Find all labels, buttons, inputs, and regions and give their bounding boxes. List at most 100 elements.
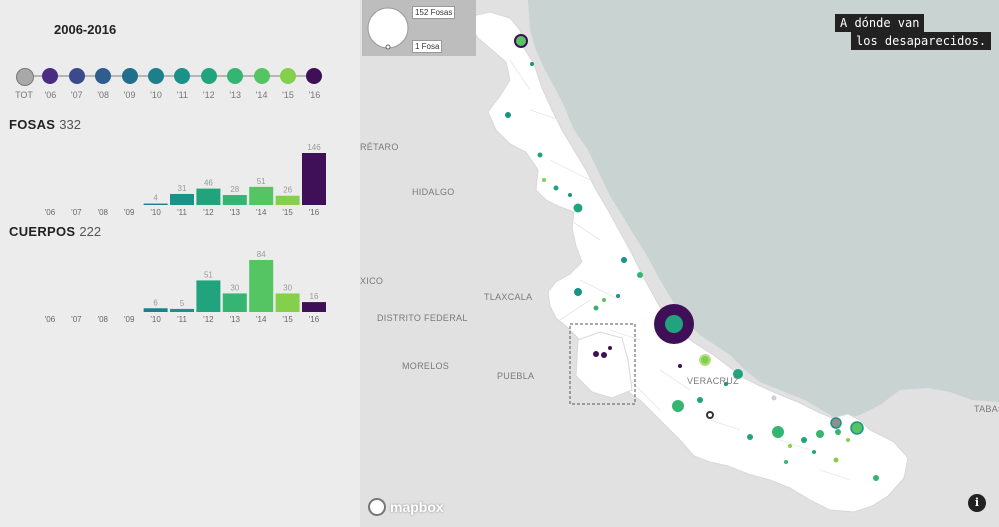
mapbox-attribution[interactable]: mapbox — [368, 498, 444, 516]
bar-value-label: 51 — [204, 270, 213, 279]
bar[interactable] — [222, 195, 247, 205]
grave-marker[interactable] — [801, 437, 807, 443]
year-filter-total[interactable] — [16, 68, 34, 86]
year-filter-year-11[interactable] — [306, 68, 323, 84]
year-filter-year-7[interactable] — [200, 68, 217, 84]
grave-marker[interactable] — [724, 382, 728, 386]
size-legend: 152 Fosas 1 Fosa — [362, 0, 476, 56]
place-label-distrito-federal: DISTRITO FEDERAL — [377, 313, 468, 323]
year-filter-year-4[interactable] — [121, 68, 138, 84]
bar[interactable] — [170, 193, 194, 205]
bar[interactable] — [143, 203, 168, 205]
grave-marker[interactable] — [621, 257, 627, 263]
bar[interactable] — [143, 308, 168, 312]
category-tick-label: '16 — [309, 315, 320, 324]
bar[interactable] — [302, 153, 326, 205]
grave-marker[interactable] — [573, 203, 583, 213]
bar[interactable] — [196, 280, 221, 312]
grave-marker[interactable] — [514, 34, 528, 48]
chart-title-text: CUERPOS — [9, 224, 76, 239]
place-label-morelos: MORELOS — [402, 361, 450, 371]
category-tick-label: '15 — [282, 208, 293, 217]
grave-marker[interactable] — [699, 354, 711, 366]
grave-marker[interactable] — [602, 298, 606, 302]
year-filter-label: '09 — [123, 90, 136, 100]
grave-marker[interactable] — [788, 444, 792, 448]
grave-marker[interactable] — [816, 430, 824, 438]
map-title-line2: los desaparecidos. — [851, 32, 992, 50]
grave-marker[interactable] — [601, 352, 607, 358]
bar[interactable] — [249, 260, 274, 312]
range-title: 2006-2016 — [54, 22, 117, 37]
year-filter-year-6[interactable] — [174, 68, 191, 84]
map-view[interactable]: 152 Fosas 1 Fosa A dónde van los desapar… — [360, 0, 999, 527]
category-tick-label: '09 — [124, 208, 135, 217]
place-label-queretaro: RÉTARO — [360, 142, 399, 152]
category-tick-label: '08 — [98, 208, 109, 217]
info-icon[interactable]: i — [968, 494, 986, 512]
bar[interactable] — [302, 302, 326, 312]
grave-marker[interactable] — [542, 178, 546, 182]
legend-max-label: 152 Fosas — [412, 6, 456, 19]
place-label-puebla: PUEBLA — [497, 371, 535, 381]
grave-marker[interactable] — [505, 112, 511, 118]
bar[interactable] — [170, 308, 194, 312]
bar[interactable] — [275, 195, 300, 205]
category-tick-label: '14 — [256, 208, 267, 217]
grave-marker[interactable] — [665, 315, 683, 333]
grave-marker[interactable] — [608, 346, 612, 350]
grave-marker[interactable] — [830, 417, 842, 429]
grave-marker[interactable] — [812, 450, 816, 454]
municipal-boundaries — [509, 59, 851, 481]
year-filter-year-10[interactable] — [280, 68, 296, 84]
grave-marker[interactable] — [574, 288, 582, 296]
grave-markers[interactable] — [505, 34, 879, 481]
grave-marker[interactable] — [772, 426, 784, 438]
bar-value-label: 31 — [178, 184, 187, 193]
grave-marker[interactable] — [733, 369, 743, 379]
category-tick-label: '06 — [45, 315, 56, 324]
selection-box[interactable] — [569, 323, 636, 405]
category-tick-label: '12 — [203, 315, 214, 324]
grave-marker[interactable] — [706, 411, 714, 419]
place-label-veracruz: VERACRUZ — [687, 376, 739, 386]
grave-marker[interactable] — [747, 434, 753, 440]
grave-marker[interactable] — [672, 400, 684, 412]
grave-marker[interactable] — [593, 305, 599, 311]
year-filter-year-8[interactable] — [227, 68, 244, 84]
grave-marker[interactable] — [637, 272, 643, 278]
year-filter-label: '11 — [176, 90, 188, 100]
year-filter-label: '10 — [150, 90, 162, 100]
grave-marker[interactable] — [835, 429, 841, 435]
bar[interactable] — [249, 186, 274, 205]
sea-area — [528, 0, 999, 420]
grave-marker[interactable] — [873, 475, 879, 481]
grave-marker[interactable] — [537, 152, 543, 158]
grave-marker[interactable] — [530, 62, 534, 66]
grave-marker[interactable] — [553, 185, 559, 191]
year-filter-year-3[interactable] — [95, 68, 112, 84]
grave-marker[interactable] — [568, 193, 572, 197]
map-canvas[interactable] — [360, 0, 999, 527]
grave-marker[interactable] — [678, 364, 682, 368]
year-filter-year-1[interactable] — [42, 68, 59, 84]
bar-value-label: 26 — [283, 186, 292, 195]
grave-marker[interactable] — [771, 395, 777, 401]
grave-marker[interactable] — [850, 421, 864, 435]
grave-marker[interactable] — [616, 294, 620, 298]
grave-marker[interactable] — [784, 460, 788, 464]
bar-value-label: 51 — [257, 177, 266, 186]
bar[interactable] — [275, 293, 300, 312]
bar-value-label: 4 — [153, 194, 158, 203]
grave-marker[interactable] — [593, 351, 599, 357]
bar[interactable] — [196, 188, 221, 205]
year-filter-year-2[interactable] — [68, 68, 85, 84]
bar[interactable] — [222, 293, 247, 312]
chart-total-value: 332 — [59, 117, 81, 132]
grave-marker[interactable] — [697, 397, 703, 403]
year-filter-year-5[interactable] — [148, 68, 164, 84]
grave-marker[interactable] — [833, 457, 839, 463]
year-filter-year-9[interactable] — [253, 68, 270, 84]
grave-marker[interactable] — [846, 438, 850, 442]
bar-value-label: 146 — [307, 143, 321, 152]
